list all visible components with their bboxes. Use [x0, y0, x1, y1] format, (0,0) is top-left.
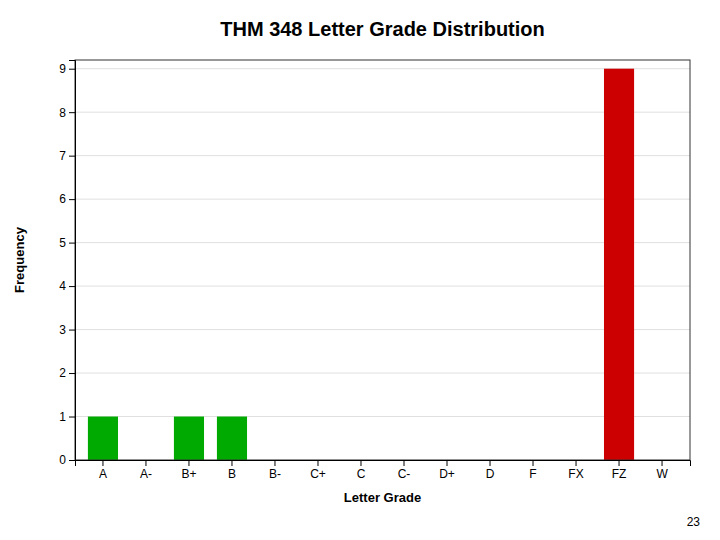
annotation: 23: [687, 515, 701, 529]
x-tick-label: A: [99, 467, 107, 481]
y-tick-label: 7: [59, 149, 66, 163]
x-tick: C-: [398, 460, 411, 481]
y-tick-label: 2: [59, 366, 66, 380]
y-tick-label: 5: [59, 236, 66, 250]
x-tick-label: B+: [181, 467, 196, 481]
x-tick-label: D+: [439, 467, 455, 481]
x-tick: C: [357, 460, 366, 481]
y-tick-label: 4: [59, 279, 66, 293]
y-tick-mark: [69, 373, 75, 374]
y-tick-mark: [69, 460, 75, 461]
x-tick-mark: [231, 460, 232, 466]
y-tick-mark: [69, 243, 75, 244]
x-tick-label: W: [656, 467, 668, 481]
x-tick: FZ: [612, 460, 627, 481]
y-axis-title: Frequency: [12, 226, 27, 293]
x-tick: A: [99, 460, 107, 481]
y-tick-mark: [69, 199, 75, 200]
y-tick: 5: [59, 236, 75, 250]
x-tick-mark: [145, 460, 146, 466]
grid-line: [75, 373, 690, 374]
x-tick-mark: [490, 460, 491, 466]
plot: 0 1 2 3 4 5 6 7 8 9 A A- B+ B B- C+ C C- D+ D F FX FZ W: [59, 60, 690, 481]
x-tick-label: C-: [398, 467, 411, 481]
grid-line: [75, 286, 690, 287]
x-tick-mark: [533, 460, 534, 466]
x-tick: C+: [310, 460, 326, 481]
grid-line: [75, 242, 690, 243]
y-tick: 2: [59, 366, 75, 380]
x-tick: B: [228, 460, 236, 481]
x-tick-mark: [447, 460, 448, 466]
x-tick: B+: [181, 460, 196, 481]
x-axis-line: [76, 461, 691, 467]
y-tick-label: 3: [59, 323, 66, 337]
x-tick: B-: [269, 460, 281, 481]
y-tick: 6: [59, 192, 75, 206]
y-tick-mark: [69, 330, 75, 331]
x-tick: A-: [140, 460, 152, 481]
grid-line: [75, 416, 690, 417]
grid-line: [75, 155, 690, 156]
x-tick-mark: [317, 460, 318, 466]
x-tick-label: A-: [140, 467, 152, 481]
x-tick-label: C: [357, 467, 366, 481]
y-tick: 3: [59, 323, 75, 337]
grid-line: [75, 112, 690, 113]
y-tick-mark: [69, 417, 75, 418]
x-tick-mark: [662, 460, 663, 466]
y-tick-label: 1: [59, 410, 66, 424]
title: THM 348 Letter Grade Distribution: [220, 18, 545, 40]
x-axis-title: Letter Grade: [344, 490, 421, 505]
y-tick-label: 0: [59, 453, 66, 467]
y-tick-mark: [69, 286, 75, 287]
y-axis: 0 1 2 3 4 5 6 7 8 9: [59, 61, 75, 468]
grid: [75, 69, 690, 460]
bar: [88, 417, 118, 460]
y-tick: 4: [59, 279, 75, 293]
x-tick-label: FX: [568, 467, 583, 481]
x-tick-label: C+: [310, 467, 326, 481]
grid-line: [75, 329, 690, 330]
x-tick-label: B-: [269, 467, 281, 481]
y-tick-label: 9: [59, 62, 66, 76]
x-tick-mark: [404, 460, 405, 466]
x-tick-mark: [619, 460, 620, 466]
y-tick-mark: [69, 156, 75, 157]
x-tick-mark: [188, 460, 189, 466]
x-tick-mark: [274, 460, 275, 466]
x-tick-label: FZ: [612, 467, 627, 481]
y-tick-label: 8: [59, 106, 66, 120]
x-tick-mark: [360, 460, 361, 466]
chart-svg: 0123456789AA-B+BB-C+CC-D+DFFXFZWTHM 348 …: [0, 0, 720, 540]
x-tick: D: [486, 460, 495, 481]
y-tick: 1: [59, 410, 75, 424]
bars: [88, 69, 634, 460]
x-tick-mark: [102, 460, 103, 466]
y-tick-mark: [69, 112, 75, 113]
x-tick-label: B: [228, 467, 236, 481]
x-tick: F: [529, 460, 536, 481]
x-tick-label: F: [529, 467, 536, 481]
x-tick-label: D: [486, 467, 495, 481]
y-tick-label: 6: [59, 192, 66, 206]
y-tick: 7: [59, 149, 75, 163]
bar: [174, 417, 204, 460]
x-tick: D+: [439, 460, 455, 481]
y-tick-mark: [69, 69, 75, 70]
plot-frame: [75, 60, 690, 460]
y-tick: 0: [59, 453, 75, 467]
bar: [604, 69, 634, 460]
x-axis: A A- B+ B B- C+ C C- D+ D F FX FZ W: [76, 460, 691, 481]
x-tick: FX: [568, 460, 583, 481]
x-tick: W: [656, 460, 668, 481]
y-tick: 8: [59, 106, 75, 120]
bar: [217, 417, 247, 460]
grid-line: [75, 199, 690, 200]
grid-line: [75, 68, 690, 69]
x-tick-mark: [576, 460, 577, 466]
y-tick: 9: [59, 62, 75, 76]
y-axis-line: [69, 61, 76, 461]
